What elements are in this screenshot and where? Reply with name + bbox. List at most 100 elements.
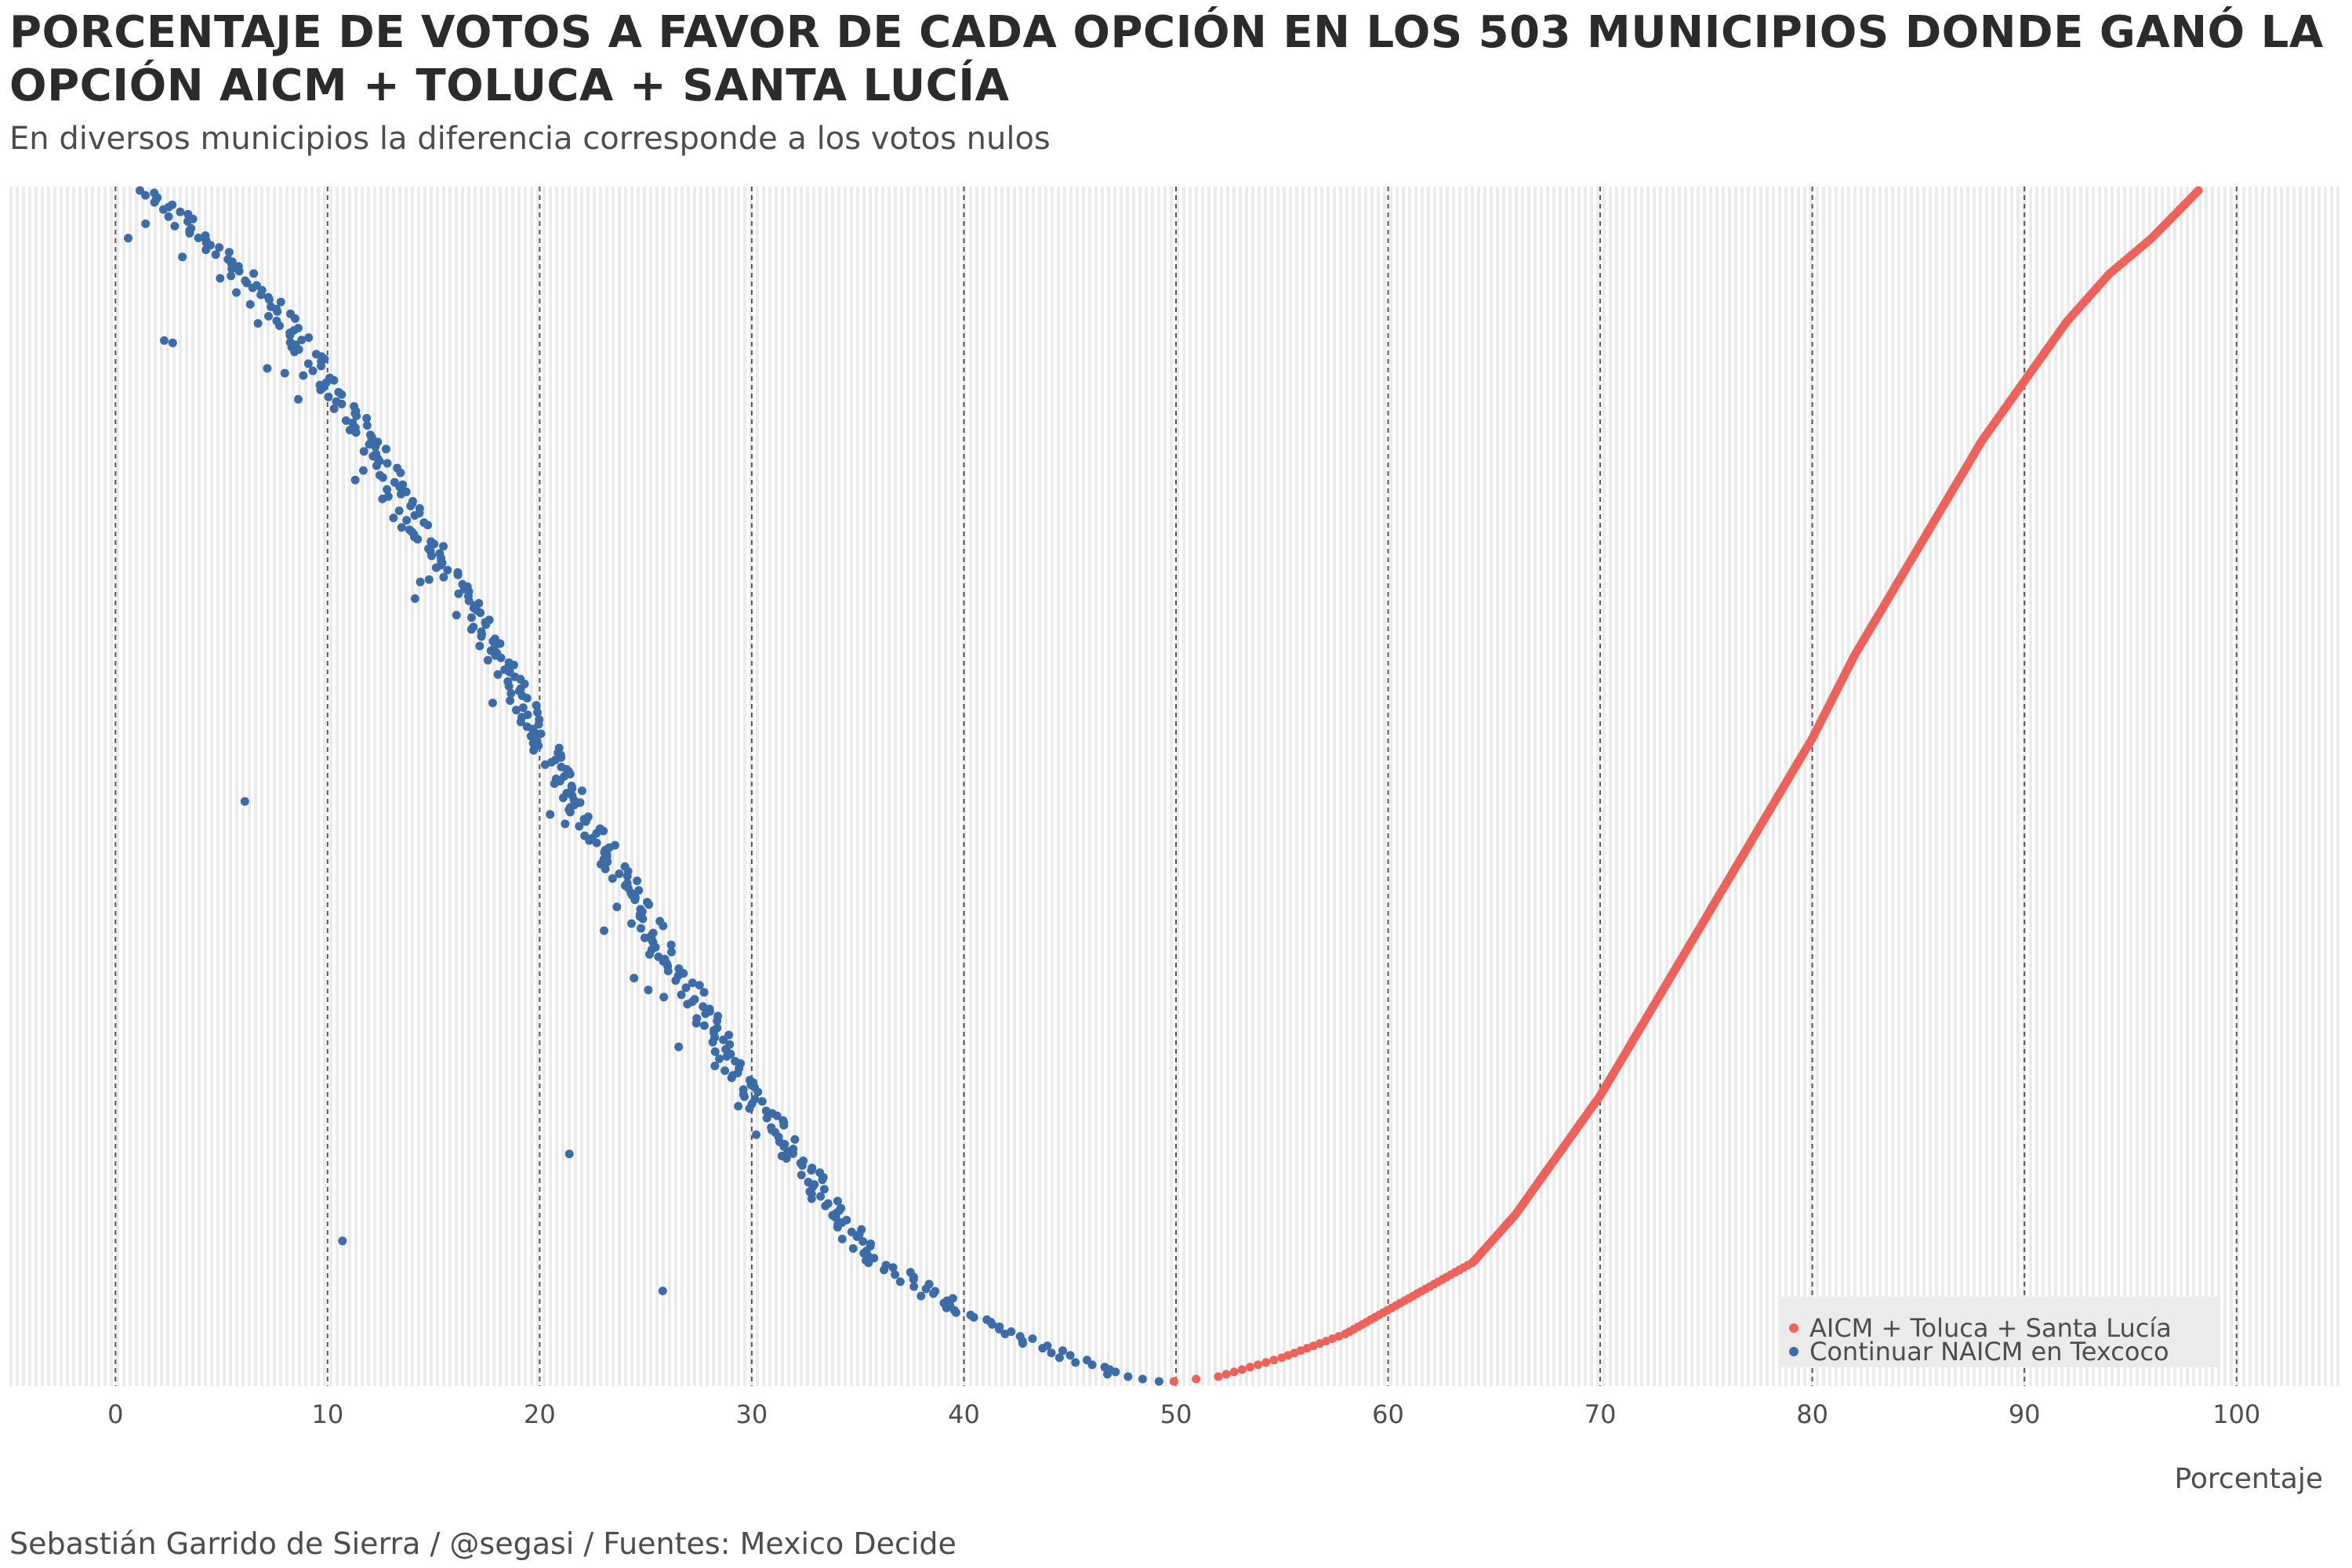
point-naicm — [583, 812, 593, 822]
background-stripe — [1320, 187, 1323, 1386]
point-naicm — [299, 371, 308, 380]
background-stripe — [1245, 187, 1248, 1386]
point-naicm — [439, 542, 448, 551]
background-stripe — [706, 187, 709, 1386]
point-naicm — [699, 1021, 709, 1030]
background-stripe — [1646, 187, 1650, 1386]
background-stripe — [975, 187, 978, 1386]
background-stripe — [436, 187, 439, 1386]
background-stripe — [2173, 187, 2176, 1386]
background-stripe — [367, 187, 370, 1386]
point-naicm — [797, 1171, 806, 1180]
point-naicm — [276, 297, 285, 307]
point-naicm — [666, 940, 676, 949]
background-stripe — [1232, 187, 1236, 1386]
point-naicm — [332, 397, 341, 406]
background-stripe — [543, 187, 546, 1386]
background-stripe — [1019, 187, 1022, 1386]
background-stripe — [1094, 187, 1098, 1386]
x-tick-label: 60 — [1372, 1399, 1404, 1429]
point-naicm — [141, 219, 151, 228]
point-naicm — [293, 324, 303, 332]
background-stripe — [1596, 187, 1599, 1386]
background-stripe — [655, 187, 659, 1386]
background-stripe — [511, 187, 514, 1386]
point-naicm — [546, 810, 555, 819]
point-naicm — [241, 276, 250, 285]
point-naicm — [366, 430, 375, 440]
background-stripe — [1276, 187, 1279, 1386]
legend-background — [1778, 1297, 2217, 1367]
point-naicm — [575, 822, 584, 831]
point-naicm — [329, 404, 339, 413]
point-naicm — [615, 869, 624, 878]
point-naicm — [731, 1057, 740, 1065]
background-stripe — [405, 187, 408, 1386]
background-stripe — [2054, 187, 2057, 1386]
background-stripe — [1113, 187, 1116, 1386]
point-naicm — [419, 518, 429, 528]
point-naicm — [595, 824, 604, 833]
x-tick-label: 20 — [524, 1399, 556, 1429]
background-stripe — [191, 187, 194, 1386]
background-stripe — [241, 187, 245, 1386]
point-naicm — [183, 209, 193, 219]
point-naicm — [699, 988, 709, 997]
background-stripe — [1477, 187, 1480, 1386]
background-stripe — [1201, 187, 1204, 1386]
background-stripe — [1396, 187, 1399, 1386]
point-naicm — [372, 449, 381, 459]
background-stripe — [2060, 187, 2063, 1386]
point-naicm — [761, 1106, 771, 1116]
point-naicm — [916, 1291, 926, 1301]
background-stripe — [2330, 187, 2333, 1386]
point-naicm — [777, 1152, 786, 1160]
background-stripe — [298, 187, 301, 1386]
point-naicm — [734, 1102, 743, 1111]
background-stripe — [1339, 187, 1342, 1386]
point-naicm-outlier — [564, 1149, 574, 1159]
point-naicm — [715, 1054, 724, 1063]
point-naicm — [848, 1244, 858, 1253]
background-stripe — [2286, 187, 2289, 1386]
background-stripe — [988, 187, 991, 1386]
background-stripe — [856, 187, 859, 1386]
background-stripe — [1527, 187, 1530, 1386]
point-naicm — [567, 782, 576, 790]
point-naicm — [655, 916, 665, 926]
background-stripe — [1345, 187, 1348, 1386]
point-naicm — [325, 373, 335, 383]
background-stripe — [260, 187, 263, 1386]
background-stripe — [1063, 187, 1066, 1386]
background-stripe — [1295, 187, 1298, 1386]
point-naicm — [789, 1145, 798, 1153]
background-stripe — [768, 187, 771, 1386]
background-stripe — [693, 187, 696, 1386]
background-stripe — [806, 187, 809, 1386]
background-stripe — [887, 187, 891, 1386]
point-naicm — [394, 506, 404, 515]
point-naicm — [493, 670, 503, 679]
point-naicm — [1123, 1372, 1133, 1381]
point-naicm — [348, 419, 358, 427]
chart-title: PORCENTAJE DE VOTOS A FAVOR DE CADA OPCI… — [9, 7, 2324, 111]
background-stripe — [1872, 187, 1875, 1386]
background-stripe — [787, 187, 790, 1386]
background-stripe — [1383, 187, 1386, 1386]
background-stripe — [1809, 187, 1813, 1386]
point-naicm — [561, 819, 570, 829]
background-stripe — [643, 187, 646, 1386]
point-naicm — [982, 1315, 992, 1324]
background-stripe — [944, 187, 947, 1386]
background-stripe — [1853, 187, 1857, 1386]
legend-label-naicm: Continuar NAICM en Texcoco — [1809, 1337, 2169, 1367]
background-stripe — [1841, 187, 1844, 1386]
background-stripe — [166, 187, 169, 1386]
background-stripe — [831, 187, 834, 1386]
background-stripe — [379, 187, 383, 1386]
background-stripe — [97, 187, 100, 1386]
background-stripe — [1590, 187, 1593, 1386]
point-naicm — [648, 928, 658, 938]
x-tick-label: 50 — [1160, 1399, 1192, 1429]
point-naicm — [815, 1168, 825, 1178]
